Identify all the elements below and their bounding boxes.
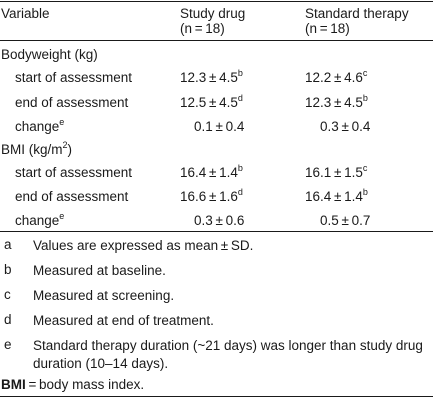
- row-value-standard-therapy: 16.4 ± 1.4b: [305, 186, 368, 204]
- footnote-letter: d: [4, 312, 12, 327]
- footnote-letter: a: [4, 237, 12, 252]
- top-rule: [0, 1, 433, 2]
- abbreviation-note: BMI = body mass index.: [1, 377, 145, 392]
- header-study-drug: Study drug: [180, 6, 246, 21]
- footnote-letter: e: [4, 337, 12, 352]
- row-value-standard-therapy: 0.5 ± 0.7: [320, 213, 371, 228]
- row-value-standard-therapy: 12.3 ± 4.5b: [305, 92, 368, 110]
- footnote-letter: c: [4, 287, 11, 302]
- row-value-study-drug: 12.3 ± 4.5b: [180, 67, 243, 85]
- footnote-text: Standard therapy duration (~21 days) was…: [33, 338, 423, 371]
- footnote-text: Measured at screening.: [33, 288, 175, 303]
- footnote-letter: b: [4, 262, 12, 277]
- row-value-study-drug: 16.4 ± 1.4b: [180, 162, 243, 180]
- row-value-study-drug: 0.1 ± 0.4: [194, 119, 245, 134]
- section-title-bmi: BMI (kg/m2): [1, 139, 73, 157]
- row-value-study-drug: 0.3 ± 0.6: [194, 213, 245, 228]
- row-label: changee: [15, 116, 65, 134]
- row-value-standard-therapy: 0.3 ± 0.4: [320, 119, 371, 134]
- header-variable: Variable: [1, 6, 50, 21]
- header-study-drug-n: (n = 18): [180, 21, 225, 36]
- footnote-text: Measured at end of treatment.: [33, 313, 214, 328]
- row-value-study-drug: 16.6 ± 1.6d: [180, 186, 243, 204]
- row-label: start of assessment: [15, 165, 133, 180]
- bottom-rule: [0, 396, 433, 397]
- footnote-text: Values are expressed as mean ± SD.: [33, 238, 254, 253]
- header-standard-therapy: Standard therapy: [305, 6, 409, 21]
- row-label: end of assessment: [15, 95, 129, 110]
- row-label: start of assessment: [15, 70, 133, 85]
- row-label: end of assessment: [15, 189, 129, 204]
- row-value-standard-therapy: 16.1 ± 1.5c: [305, 162, 368, 180]
- row-value-standard-therapy: 12.2 ± 4.6c: [305, 67, 368, 85]
- header-rule: [0, 40, 433, 41]
- row-label: changee: [15, 210, 65, 228]
- table-bottom-rule: [0, 231, 433, 232]
- footnote-text: Measured at baseline.: [33, 263, 166, 278]
- header-standard-therapy-n: (n = 18): [305, 21, 350, 36]
- section-title-bodyweight: Bodyweight (kg): [1, 47, 98, 62]
- row-value-study-drug: 12.5 ± 4.5d: [180, 92, 243, 110]
